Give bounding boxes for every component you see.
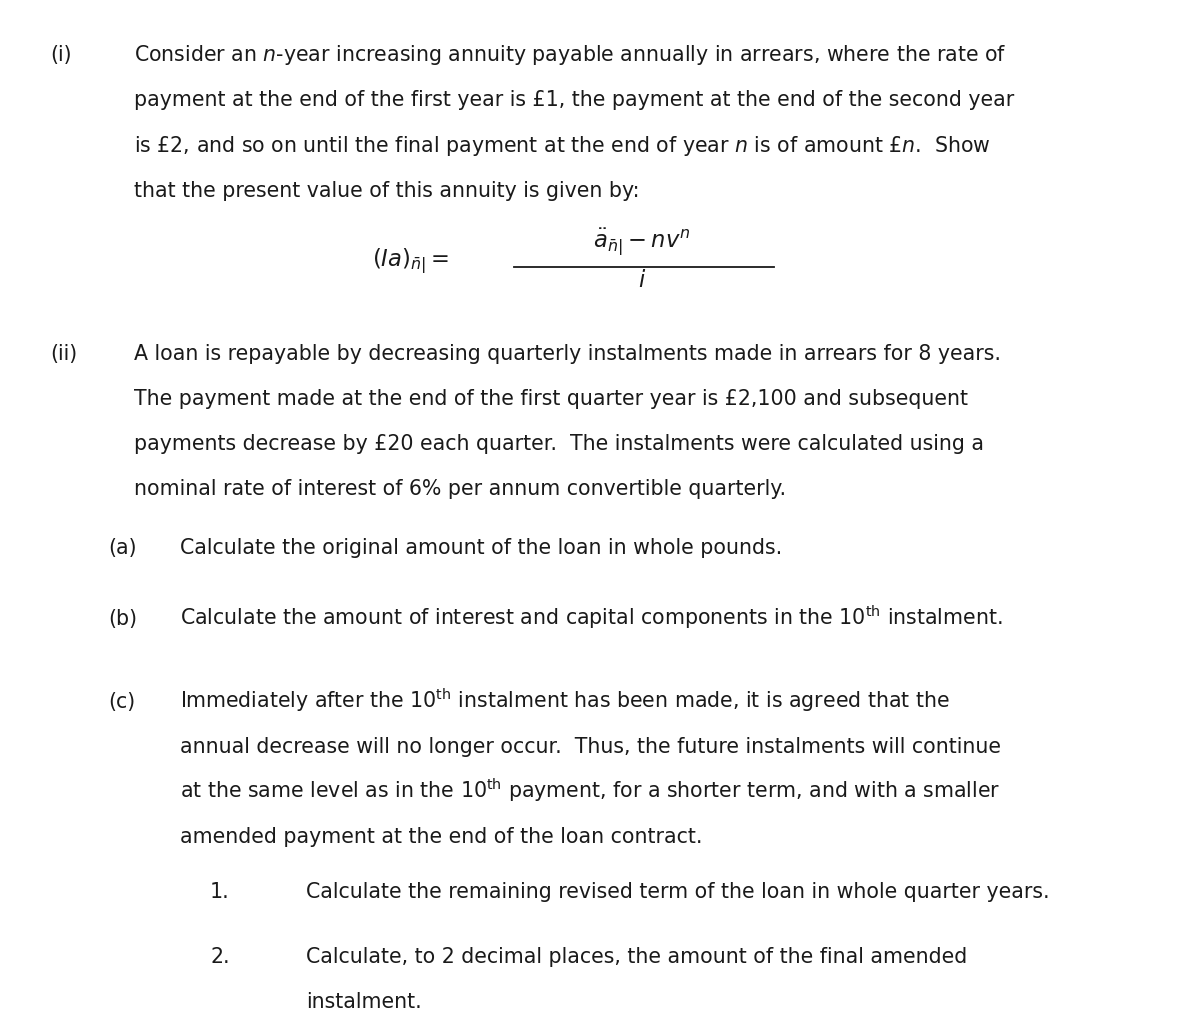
Text: 2.: 2. <box>210 948 229 967</box>
Text: that the present value of this annuity is given by:: that the present value of this annuity i… <box>134 181 640 201</box>
Text: annual decrease will no longer occur.  Thus, the future instalments will continu: annual decrease will no longer occur. Th… <box>180 737 1001 757</box>
Text: nominal rate of interest of 6% per annum convertible quarterly.: nominal rate of interest of 6% per annum… <box>134 480 786 499</box>
Text: (i): (i) <box>50 45 72 65</box>
Text: instalment.: instalment. <box>306 992 421 1013</box>
Text: is £2, and so on until the final payment at the end of year $n$ is of amount £$n: is £2, and so on until the final payment… <box>134 134 991 157</box>
Text: (a): (a) <box>108 538 137 559</box>
Text: 1.: 1. <box>210 882 229 902</box>
Text: $(Ia)_{\bar{n}|} =$: $(Ia)_{\bar{n}|} =$ <box>372 247 449 278</box>
Text: (c): (c) <box>108 691 136 712</box>
Text: Calculate the original amount of the loan in whole pounds.: Calculate the original amount of the loa… <box>180 538 782 559</box>
Text: $i$: $i$ <box>638 270 646 292</box>
Text: payment at the end of the first year is £1, the payment at the end of the second: payment at the end of the first year is … <box>134 91 1015 110</box>
Text: Consider an $n$-year increasing annuity payable annually in arrears, where the r: Consider an $n$-year increasing annuity … <box>134 43 1007 67</box>
Text: A loan is repayable by decreasing quarterly instalments made in arrears for 8 ye: A loan is repayable by decreasing quarte… <box>134 344 1001 364</box>
Text: (ii): (ii) <box>50 344 78 364</box>
Text: Calculate the remaining revised term of the loan in whole quarter years.: Calculate the remaining revised term of … <box>306 882 1050 902</box>
Text: (b): (b) <box>108 609 137 629</box>
Text: payments decrease by £20 each quarter.  The instalments were calculated using a: payments decrease by £20 each quarter. T… <box>134 434 984 454</box>
Text: Immediately after the 10$^{\mathrm{th}}$ instalment has been made, it is agreed : Immediately after the 10$^{\mathrm{th}}$… <box>180 686 950 714</box>
Text: at the same level as in the 10$^{\mathrm{th}}$ payment, for a shorter term, and : at the same level as in the 10$^{\mathrm… <box>180 777 1001 804</box>
Text: amended payment at the end of the loan contract.: amended payment at the end of the loan c… <box>180 827 702 847</box>
Text: $\ddot{a}_{\bar{n}|} - nv^{n}$: $\ddot{a}_{\bar{n}|} - nv^{n}$ <box>593 225 691 257</box>
Text: The payment made at the end of the first quarter year is £2,100 and subsequent: The payment made at the end of the first… <box>134 389 968 410</box>
Text: Calculate, to 2 decimal places, the amount of the final amended: Calculate, to 2 decimal places, the amou… <box>306 948 967 967</box>
Text: Calculate the amount of interest and capital components in the 10$^{\mathrm{th}}: Calculate the amount of interest and cap… <box>180 604 1003 631</box>
